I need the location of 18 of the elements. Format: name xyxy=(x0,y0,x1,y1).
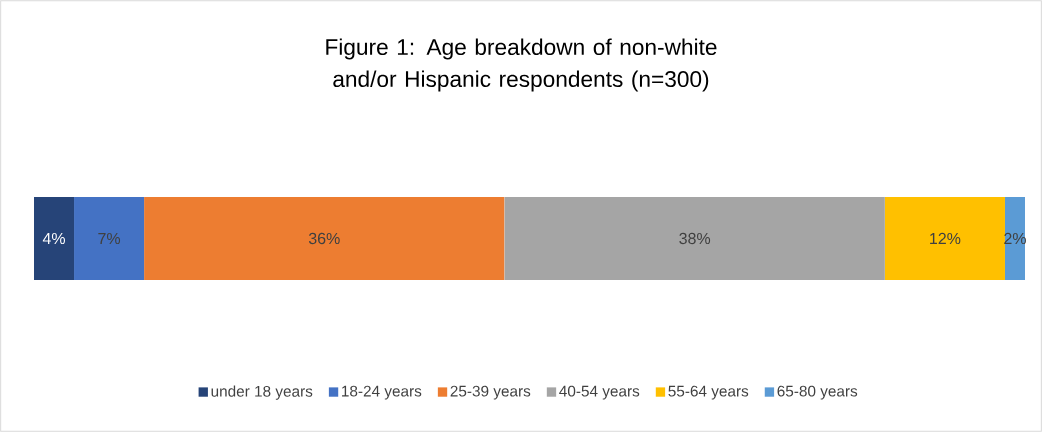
legend-label: 25-39 years xyxy=(450,385,531,400)
legend-label: under 18 years xyxy=(211,385,313,400)
legend-label: 40-54 years xyxy=(559,385,640,400)
data-label: 4% xyxy=(42,232,66,245)
bar xyxy=(74,197,145,280)
data-label: 12% xyxy=(930,232,961,245)
bar xyxy=(144,197,505,280)
legend-label: 55-64 years xyxy=(668,385,749,400)
legend-label: 18-24 years xyxy=(342,385,422,400)
data-label: 7% xyxy=(98,232,121,245)
bar xyxy=(884,197,1005,280)
legend-label: 65-80 years xyxy=(777,385,858,400)
bar xyxy=(1004,197,1025,280)
bar xyxy=(504,197,885,280)
bar xyxy=(34,197,75,280)
data-label: 36% xyxy=(308,232,340,245)
chart-title: Figure 1: Age breakdown of non-white and/or Hispanic respondents (n=300) xyxy=(326,38,717,92)
data-label: 38% xyxy=(679,232,711,245)
